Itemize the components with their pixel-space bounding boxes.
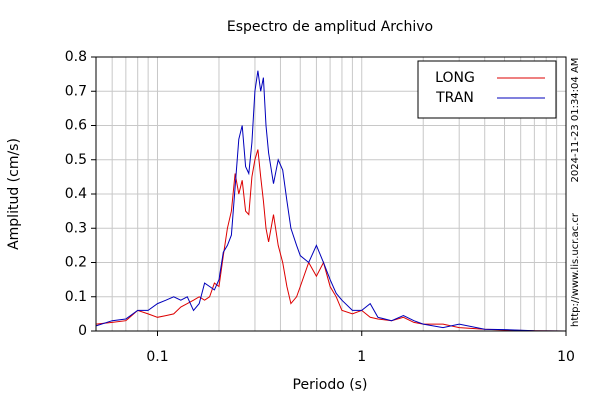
x-tick-label: 10 <box>557 349 575 365</box>
x-tick-label: 0.1 <box>146 349 168 365</box>
data-line <box>95 70 567 332</box>
y-tick-label: 0.2 <box>65 255 87 271</box>
legend-label: TRAN <box>435 90 474 106</box>
x-axis-label: Periodo (s) <box>293 377 368 393</box>
y-tick-label: 0 <box>78 323 87 339</box>
y-tick-label: 0.5 <box>65 152 87 168</box>
y-tick-label: 0.8 <box>65 49 87 65</box>
y-tick-label: 0.3 <box>65 220 87 236</box>
y-tick-label: 0.4 <box>65 186 87 202</box>
legend-box <box>417 60 557 119</box>
legend-label: LONG <box>435 70 475 86</box>
source-url: http://www.lis.ucr.ac.cr <box>570 212 581 327</box>
chart-title: Espectro de amplitud Archivo <box>227 19 433 35</box>
x-tick-label: 1 <box>357 349 366 365</box>
y-tick-label: 0.7 <box>65 83 87 99</box>
timestamp: 2024-11-23 01:34:04 AM <box>570 58 581 183</box>
y-axis-label: Amplitud (cm/s) <box>6 138 22 250</box>
data-line <box>95 149 567 332</box>
y-tick-label: 0.6 <box>65 118 87 134</box>
plot-frame <box>95 56 567 332</box>
y-tick-label: 0.1 <box>65 289 87 305</box>
